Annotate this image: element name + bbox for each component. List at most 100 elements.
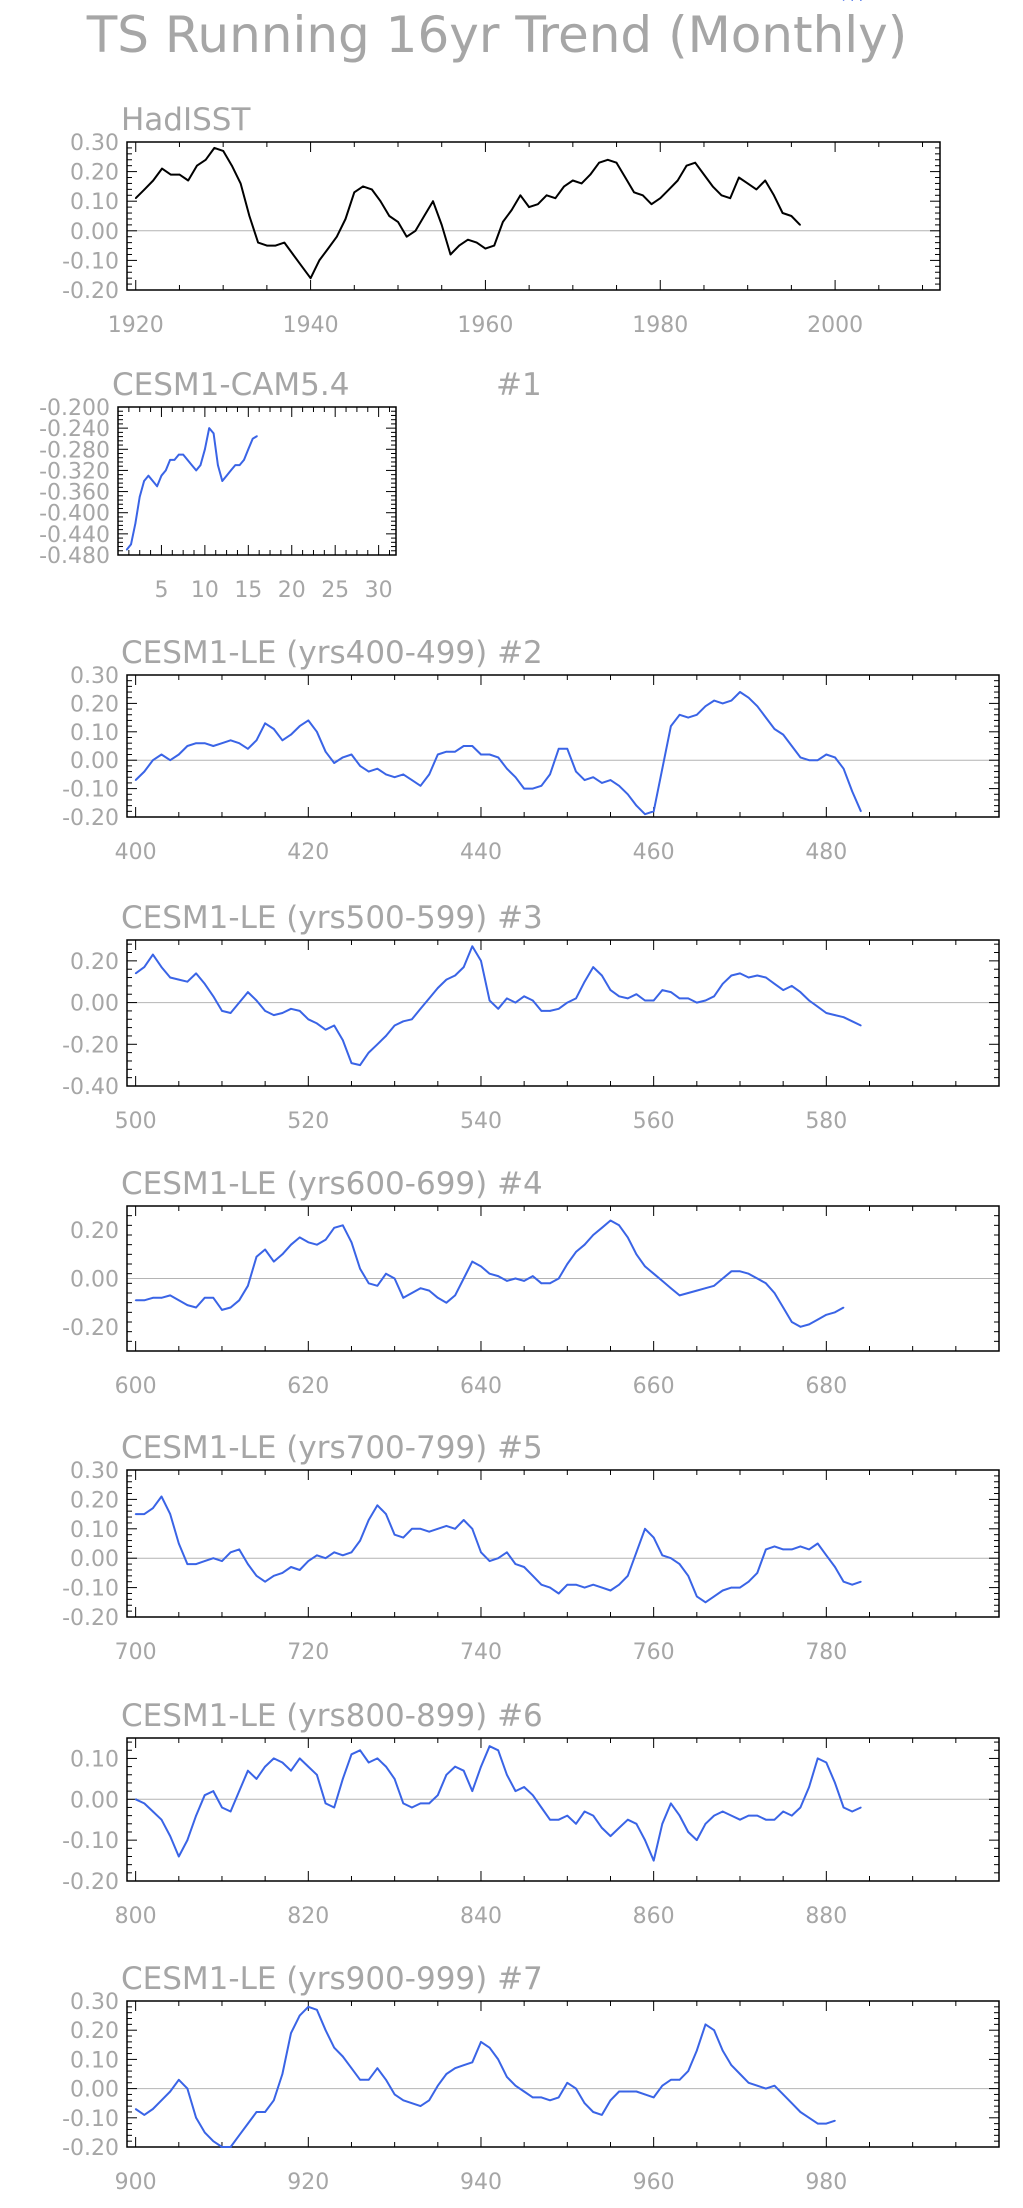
data-point [178, 453, 180, 456]
data-point [842, 1806, 845, 1809]
panel-member-label: #1 [496, 367, 542, 403]
x-tick-label: 500 [115, 1109, 157, 1134]
data-point [160, 1818, 163, 1821]
data-point [739, 2073, 741, 2075]
data-point [566, 1263, 569, 1265]
data-point [359, 2079, 361, 2081]
plot-frame [126, 1737, 1000, 1882]
data-point [414, 230, 417, 232]
y-tick-label: -0.240 [39, 417, 110, 442]
data-point [169, 759, 171, 761]
data-point [678, 1814, 681, 1817]
data-point [502, 221, 504, 223]
data-point [670, 2079, 672, 2081]
data-point [644, 813, 646, 815]
data-point [790, 745, 793, 747]
data-point [419, 2105, 422, 2107]
data-point [566, 2081, 569, 2084]
data-point [825, 1554, 828, 1557]
data-point [437, 753, 439, 756]
data-point [264, 1248, 266, 1251]
data-point [851, 1583, 854, 1586]
data-point [765, 1818, 767, 1821]
y-tick-label: 0.20 [70, 950, 119, 975]
data-point [454, 1294, 456, 1297]
data-point [147, 474, 150, 477]
data-point [592, 1234, 595, 1236]
data-point [471, 1790, 474, 1792]
data-point [644, 1839, 646, 1841]
data-point [437, 1794, 439, 1796]
data-point [575, 2087, 577, 2090]
data-point [851, 790, 854, 793]
data-point [488, 753, 491, 756]
chart-panel-1: HadISST -0.20 -0.10 0.00 0.10 0.20 0.30 1920 194… [62, 102, 941, 338]
data-point [134, 197, 137, 200]
y-tick-label: 0.00 [70, 2078, 119, 2103]
data-point [152, 2108, 154, 2110]
data-point [644, 1528, 646, 1530]
data-point [670, 725, 672, 727]
data-point [721, 2049, 724, 2052]
y-tick-label: 0.10 [70, 721, 119, 746]
data-point [650, 203, 653, 205]
data-point [851, 0, 854, 1]
data-point [234, 464, 237, 466]
data-point [367, 2079, 370, 2081]
x-tick-label: 20 [278, 578, 306, 603]
data-point [860, 0, 862, 1]
x-tick-label: 580 [805, 1109, 847, 1134]
x-tick-label: 440 [460, 840, 502, 865]
data-point [557, 1277, 560, 1280]
data-point [307, 1241, 310, 1244]
data-point [816, 2122, 819, 2125]
data-point [393, 1533, 396, 1536]
data-point [411, 1806, 413, 1809]
y-tick-label: -0.480 [39, 544, 110, 569]
data-point [376, 1043, 379, 1046]
data-point [449, 253, 452, 256]
y-tick-label: 0.30 [70, 131, 119, 156]
data-point [773, 194, 775, 197]
panels: HadISST -0.20 -0.10 0.00 0.10 0.20 0.30 1920 194… [39, 0, 1000, 2195]
data-point [333, 1551, 336, 1554]
data-point [178, 753, 180, 756]
data-point [799, 1545, 802, 1548]
data-point [471, 2061, 474, 2064]
data-point [402, 1536, 405, 1539]
y-tick-label: -0.20 [62, 1033, 119, 1058]
data-point [204, 448, 206, 451]
data-point [575, 1823, 577, 1825]
data-point [195, 2117, 197, 2119]
series-line [135, 2005, 836, 2148]
panel-title: HadISST [121, 102, 251, 138]
data-point [687, 997, 689, 1000]
data-point [755, 188, 758, 191]
series-line [135, 945, 862, 1067]
data-point [212, 995, 215, 998]
x-tick-label: 540 [460, 1109, 502, 1134]
data-point [467, 238, 469, 241]
data-point [324, 1028, 327, 1031]
y-tick-label: 0.10 [70, 190, 119, 215]
y-tick-label: -0.400 [39, 502, 110, 527]
data-point [238, 464, 241, 466]
data-point [816, 1005, 819, 1008]
data-point [255, 2111, 258, 2113]
data-point [393, 1778, 396, 1780]
data-point [143, 770, 146, 773]
data-point [238, 1548, 241, 1551]
plot-frame [126, 674, 1000, 818]
data-point [661, 1823, 664, 1825]
data-point [229, 2146, 232, 2148]
data-point [747, 2081, 750, 2084]
data-point [161, 167, 163, 170]
data-point [411, 2102, 413, 2104]
data-point [221, 1309, 223, 1311]
data-point [540, 2096, 543, 2099]
data-point [685, 164, 688, 167]
data-point [307, 1765, 310, 1768]
data-point [790, 1814, 793, 1817]
data-point [799, 2111, 802, 2113]
data-point [488, 1560, 491, 1562]
